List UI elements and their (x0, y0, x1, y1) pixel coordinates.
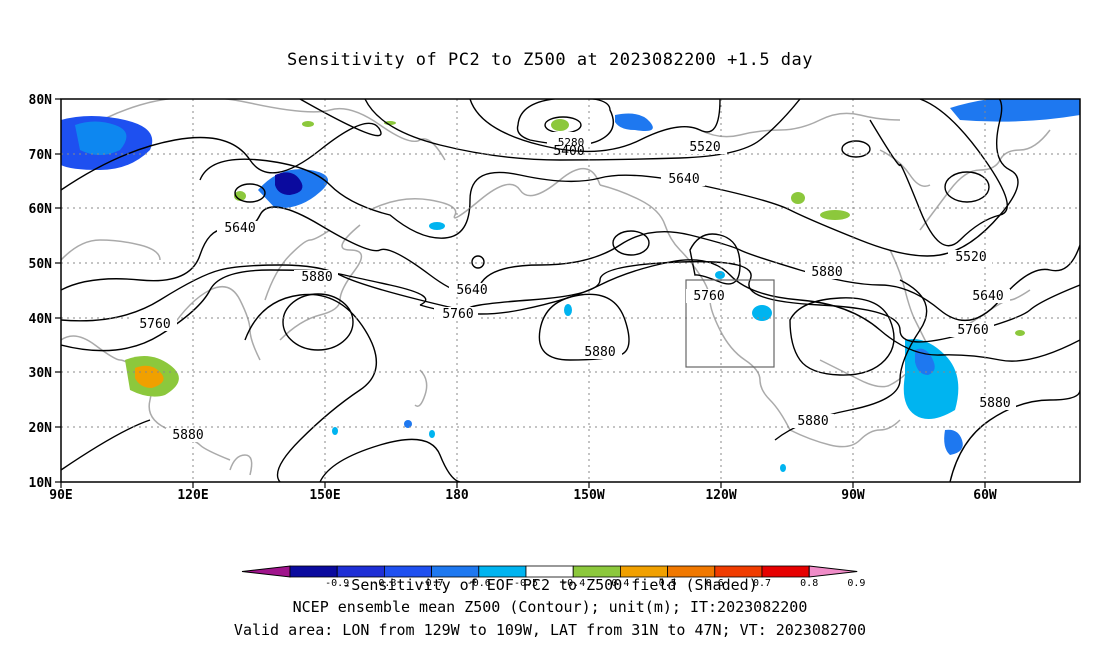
contour-label: 5760 (442, 307, 473, 322)
lat-label: 40N (29, 312, 53, 327)
colorbar-tick-label: -0.6 (467, 578, 491, 589)
contour-label: 5760 (957, 323, 988, 338)
contour-label: 5760 (139, 317, 170, 332)
contour-label: 5880 (301, 270, 332, 285)
contour-label: 5520 (689, 140, 720, 155)
contour-label: 5880 (584, 345, 615, 360)
colorbar-tick-label: 0.4 (611, 578, 629, 589)
lon-label: 150W (573, 488, 604, 503)
lon-label: 60W (973, 488, 997, 503)
colorbar-tick-label: -0.8 (372, 578, 396, 589)
colorbar-tick-label: -0.9 (325, 578, 349, 589)
lon-label: 120E (177, 488, 208, 503)
lon-label: 90W (841, 488, 865, 503)
colorbar-arrow-right (808, 565, 858, 578)
colorbar-tick-label: 0.7 (753, 578, 771, 589)
colorbar-tick-label: -0.4 (561, 578, 585, 589)
lat-label: 10N (29, 476, 53, 491)
contour-label: 5880 (797, 414, 828, 429)
contour-label: 5760 (693, 289, 724, 304)
footer-line-2: NCEP ensemble mean Z500 (Contour); unit(… (292, 598, 808, 616)
colorbar-tick-label: -0.7 (420, 578, 444, 589)
colorbar: -0.9 -0.8 -0.7 -0.6 -0.5 -0.4 0.4 0.5 0.6 0.7 0.8 0… (241, 565, 865, 589)
chart-title: Sensitivity of PC2 to Z500 at 2023082200… (286, 50, 813, 70)
lon-label-group: 90E 120E 150E 180 150W 120W 90W 60W (49, 488, 997, 503)
colorbar-tick-label: 0.5 (659, 578, 677, 589)
lat-label: 80N (29, 93, 53, 108)
lat-label: 20N (29, 421, 53, 436)
contour-label: 5880 (172, 428, 203, 443)
colorbar-tick-label: 0.6 (706, 578, 724, 589)
contour-label: 5400 (553, 144, 584, 159)
grid-lines (61, 99, 1080, 482)
z500-contours (61, 99, 1080, 482)
lon-label: 180 (445, 488, 469, 503)
colorbar-tick-label: 0.9 (847, 578, 865, 589)
contour-label: 5640 (668, 172, 699, 187)
colorbar-tick-label: 0.8 (800, 578, 818, 589)
contour-label-group: 5400 5280 5520 5640 5640 5640 5520 5640 … (133, 132, 1016, 443)
map-frame (60, 98, 1081, 483)
contour-label: 5640 (224, 221, 255, 236)
lon-label: 120W (705, 488, 736, 503)
contour-label: 5880 (811, 265, 842, 280)
contour-label: 5880 (979, 396, 1010, 411)
lat-label: 70N (29, 148, 53, 163)
lat-label: 50N (29, 257, 53, 272)
contour-label: 5640 (972, 289, 1003, 304)
footer-line-1: -Sensitivity of EOF PC2 to Z500 field (S… (342, 576, 758, 594)
lat-label-group: 80N 70N 60N 50N 40N 30N 20N 10N (29, 93, 53, 491)
colorbar-tick-label: -0.5 (514, 578, 538, 589)
lat-label: 60N (29, 202, 53, 217)
contour-label: 5280 (558, 136, 585, 149)
axis-ticks (55, 98, 986, 488)
contour-label: 5640 (456, 283, 487, 298)
valid-area-box (685, 279, 775, 368)
lon-label: 150E (309, 488, 340, 503)
contour-label: 5520 (955, 250, 986, 265)
lon-label: 90E (49, 488, 72, 503)
footer-line-3: Valid area: LON from 129W to 109W, LAT f… (233, 621, 867, 639)
lat-label: 30N (29, 366, 53, 381)
